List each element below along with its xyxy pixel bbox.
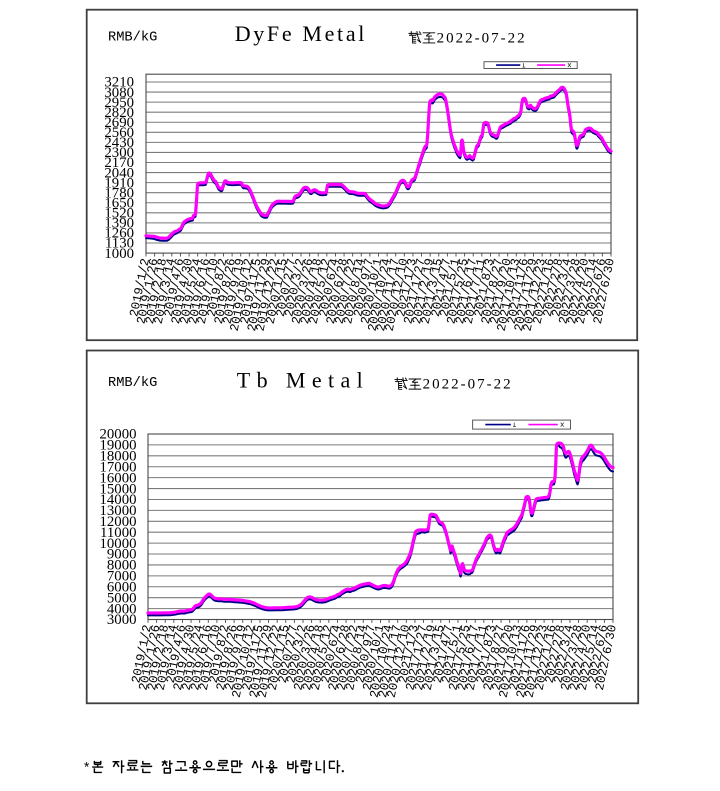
svg-text:16000: 16000 bbox=[100, 470, 137, 486]
svg-text:3210: 3210 bbox=[104, 75, 134, 91]
svg-text:15000: 15000 bbox=[100, 481, 137, 497]
svg-text:1390: 1390 bbox=[104, 216, 134, 232]
svg-text:1780: 1780 bbox=[104, 185, 134, 201]
svg-text:6000: 6000 bbox=[107, 580, 137, 596]
svg-text:10000: 10000 bbox=[100, 536, 137, 552]
svg-text:3080: 3080 bbox=[104, 85, 134, 101]
svg-text:2950: 2950 bbox=[104, 95, 134, 111]
svg-text:2690: 2690 bbox=[104, 115, 134, 131]
svg-text:3000: 3000 bbox=[107, 612, 137, 628]
svg-text:2300: 2300 bbox=[104, 145, 134, 161]
svg-text:1260: 1260 bbox=[104, 226, 134, 242]
svg-text:RMB/kG: RMB/kG bbox=[108, 376, 157, 391]
svg-text:DyFe Metal: DyFe Metal bbox=[235, 21, 365, 46]
svg-text:14000: 14000 bbox=[100, 492, 137, 508]
svg-text:7000: 7000 bbox=[107, 569, 137, 585]
svg-text:1910: 1910 bbox=[104, 175, 134, 191]
svg-text:11000: 11000 bbox=[100, 525, 136, 541]
svg-text:9000: 9000 bbox=[107, 547, 137, 563]
svg-text:1650: 1650 bbox=[104, 195, 134, 211]
svg-text:8000: 8000 bbox=[107, 558, 137, 574]
svg-text:*: * bbox=[84, 760, 90, 775]
svg-text:4000: 4000 bbox=[107, 601, 137, 617]
svg-text:2040: 2040 bbox=[104, 165, 134, 181]
svg-text:2560: 2560 bbox=[104, 125, 134, 141]
svg-text:Tb Metal: Tb Metal bbox=[237, 368, 363, 393]
svg-text:RMB/kG: RMB/kG bbox=[108, 31, 157, 46]
svg-text:1000: 1000 bbox=[104, 246, 134, 262]
svg-text:18000: 18000 bbox=[100, 449, 137, 465]
svg-text:2170: 2170 bbox=[104, 155, 134, 171]
svg-text:13000: 13000 bbox=[100, 503, 137, 519]
svg-text:1520: 1520 bbox=[104, 206, 134, 222]
svg-text:1130: 1130 bbox=[105, 236, 134, 252]
svg-text:12000: 12000 bbox=[100, 514, 137, 530]
svg-text:17000: 17000 bbox=[100, 459, 137, 475]
svg-text:20000: 20000 bbox=[100, 427, 137, 443]
svg-text:5000: 5000 bbox=[107, 590, 137, 606]
svg-text:2430: 2430 bbox=[104, 135, 134, 151]
svg-text:2820: 2820 bbox=[104, 105, 134, 121]
svg-text:19000: 19000 bbox=[100, 438, 137, 454]
